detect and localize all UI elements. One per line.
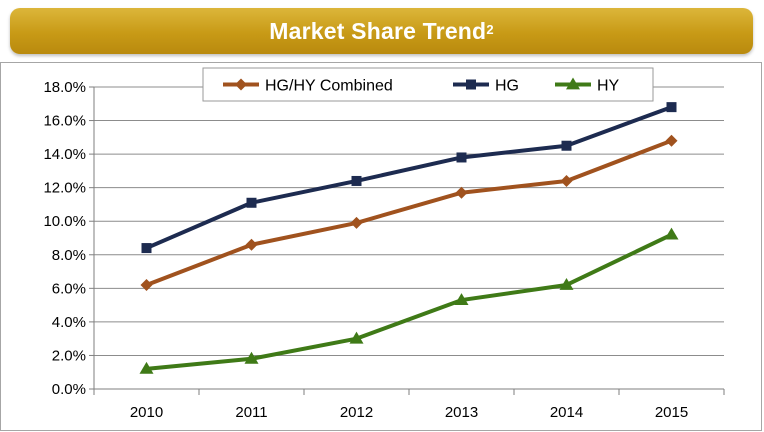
data-point-hg-hy-combined	[455, 186, 468, 199]
data-point-hg-hy-combined	[560, 174, 573, 187]
data-point-hg	[351, 175, 362, 186]
legend-marker-hg	[466, 79, 476, 90]
x-tick-label: 2010	[130, 404, 163, 421]
market-share-line-chart: 0.0% 2.0% 4.0% 6.0% 8.0% 10.0% 12.0% 14.0% 16.0%…	[43, 67, 725, 421]
x-tick-label: 2013	[445, 404, 478, 421]
data-point-hy	[349, 331, 364, 344]
y-tick-label: 14.0%	[43, 146, 86, 163]
y-tick-label: 16.0%	[43, 113, 86, 130]
data-point-hy	[664, 227, 679, 240]
y-tick-label: 18.0%	[43, 79, 86, 96]
series-line-hg-hy-combined	[145, 138, 673, 287]
x-tick-label: 2012	[340, 404, 373, 421]
legend-label-hy: HY	[597, 78, 620, 95]
legend-marker-hg-hy-combined	[235, 78, 247, 91]
y-tick-label: 6.0%	[52, 280, 86, 297]
x-tick-label: 2011	[235, 404, 267, 421]
data-point-hg-hy-combined	[350, 216, 363, 229]
chart-title-bar: Market Share Trend 2	[10, 8, 753, 54]
data-point-hy	[559, 277, 574, 290]
data-point-hg-hy-combined	[665, 134, 678, 147]
data-point-hy	[139, 361, 154, 374]
data-point-hg-hy-combined	[245, 238, 258, 251]
data-point-hy	[244, 351, 259, 364]
series-line-hy	[146, 232, 673, 371]
y-tick-label: 2.0%	[52, 347, 86, 364]
legend-label-hg-hy-combined: HG/HY Combined	[265, 78, 393, 95]
data-point-hy	[454, 293, 469, 305]
title-footnote-marker: 2	[486, 21, 494, 37]
data-point-hg	[666, 102, 677, 113]
y-tick-label: 12.0%	[43, 180, 86, 197]
chart-frame: 0.0% 2.0% 4.0% 6.0% 8.0% 10.0% 12.0% 14.0% 16.0%…	[0, 62, 762, 431]
chart-title: Market Share Trend	[269, 17, 487, 44]
data-point-hg	[456, 152, 467, 163]
legend-marker-hy	[566, 77, 580, 90]
y-tick-label: 4.0%	[52, 314, 86, 331]
data-point-hg	[141, 243, 152, 254]
y-tick-label: 8.0%	[52, 247, 86, 264]
data-point-hg	[246, 197, 257, 208]
legend-label-hg: HG	[495, 78, 519, 95]
y-tick-label: 0.0%	[52, 381, 86, 398]
data-point-hg	[561, 140, 572, 151]
x-tick-label: 2014	[550, 404, 583, 421]
series-line-hg	[145, 105, 673, 250]
y-tick-label: 10.0%	[43, 213, 86, 230]
x-tick-label: 2015	[655, 404, 688, 421]
data-point-hg-hy-combined	[140, 278, 153, 291]
